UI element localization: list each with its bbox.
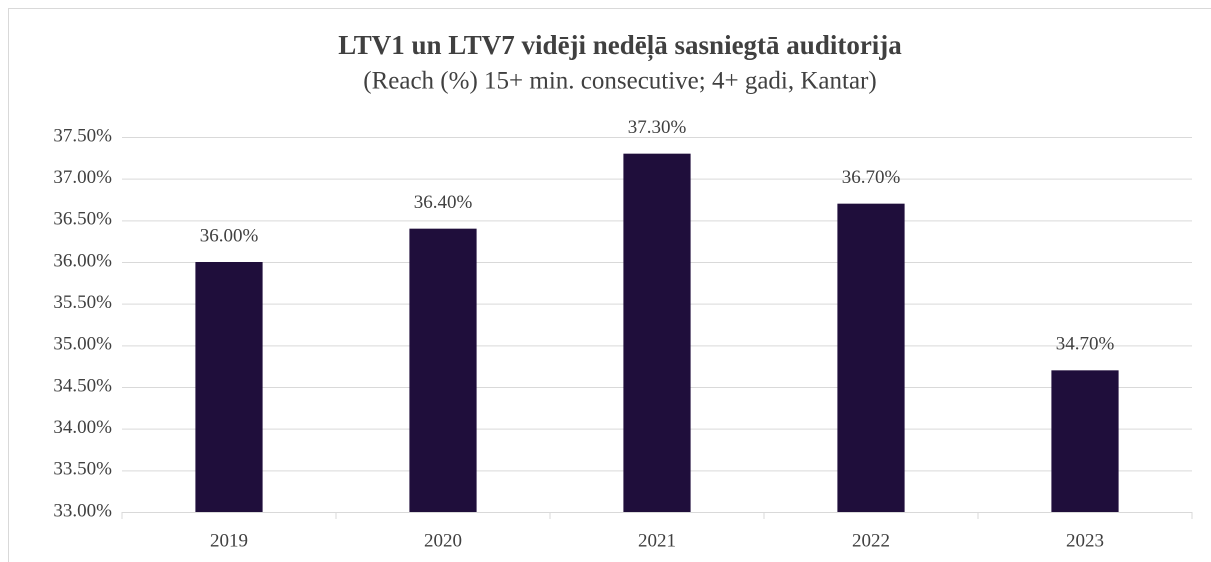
data-label: 36.00%	[200, 225, 259, 246]
bar	[195, 262, 263, 512]
y-tick-label: 34.50%	[53, 375, 112, 396]
y-tick-label: 35.50%	[53, 292, 112, 313]
bar	[1051, 370, 1119, 512]
chart-frame	[8, 8, 1211, 562]
chart-subtitle: (Reach (%) 15+ min. consecutive; 4+ gadi…	[363, 68, 876, 95]
x-tick-label: 2022	[852, 530, 890, 551]
data-label: 36.70%	[842, 167, 901, 188]
data-label: 37.30%	[628, 117, 687, 138]
y-tick-label: 33.50%	[53, 459, 112, 480]
y-tick-label: 34.00%	[53, 417, 112, 438]
bar	[623, 153, 691, 512]
data-label: 36.40%	[414, 192, 473, 213]
y-tick-label: 37.00%	[53, 167, 112, 188]
data-label: 34.70%	[1056, 334, 1115, 355]
y-tick-label: 36.00%	[53, 250, 112, 271]
x-tick-label: 2020	[424, 530, 462, 551]
x-tick-label: 2023	[1066, 530, 1104, 551]
y-tick-label: 37.50%	[53, 125, 112, 146]
x-tick-label: 2021	[638, 530, 676, 551]
bar	[837, 203, 905, 512]
x-tick-label: 2019	[210, 530, 248, 551]
y-tick-label: 36.50%	[53, 209, 112, 230]
bar	[409, 228, 477, 512]
y-tick-label: 35.00%	[53, 334, 112, 355]
chart-title: LTV1 un LTV7 vidēji nedēļā sasniegtā aud…	[338, 30, 902, 62]
y-tick-label: 33.00%	[53, 500, 112, 521]
